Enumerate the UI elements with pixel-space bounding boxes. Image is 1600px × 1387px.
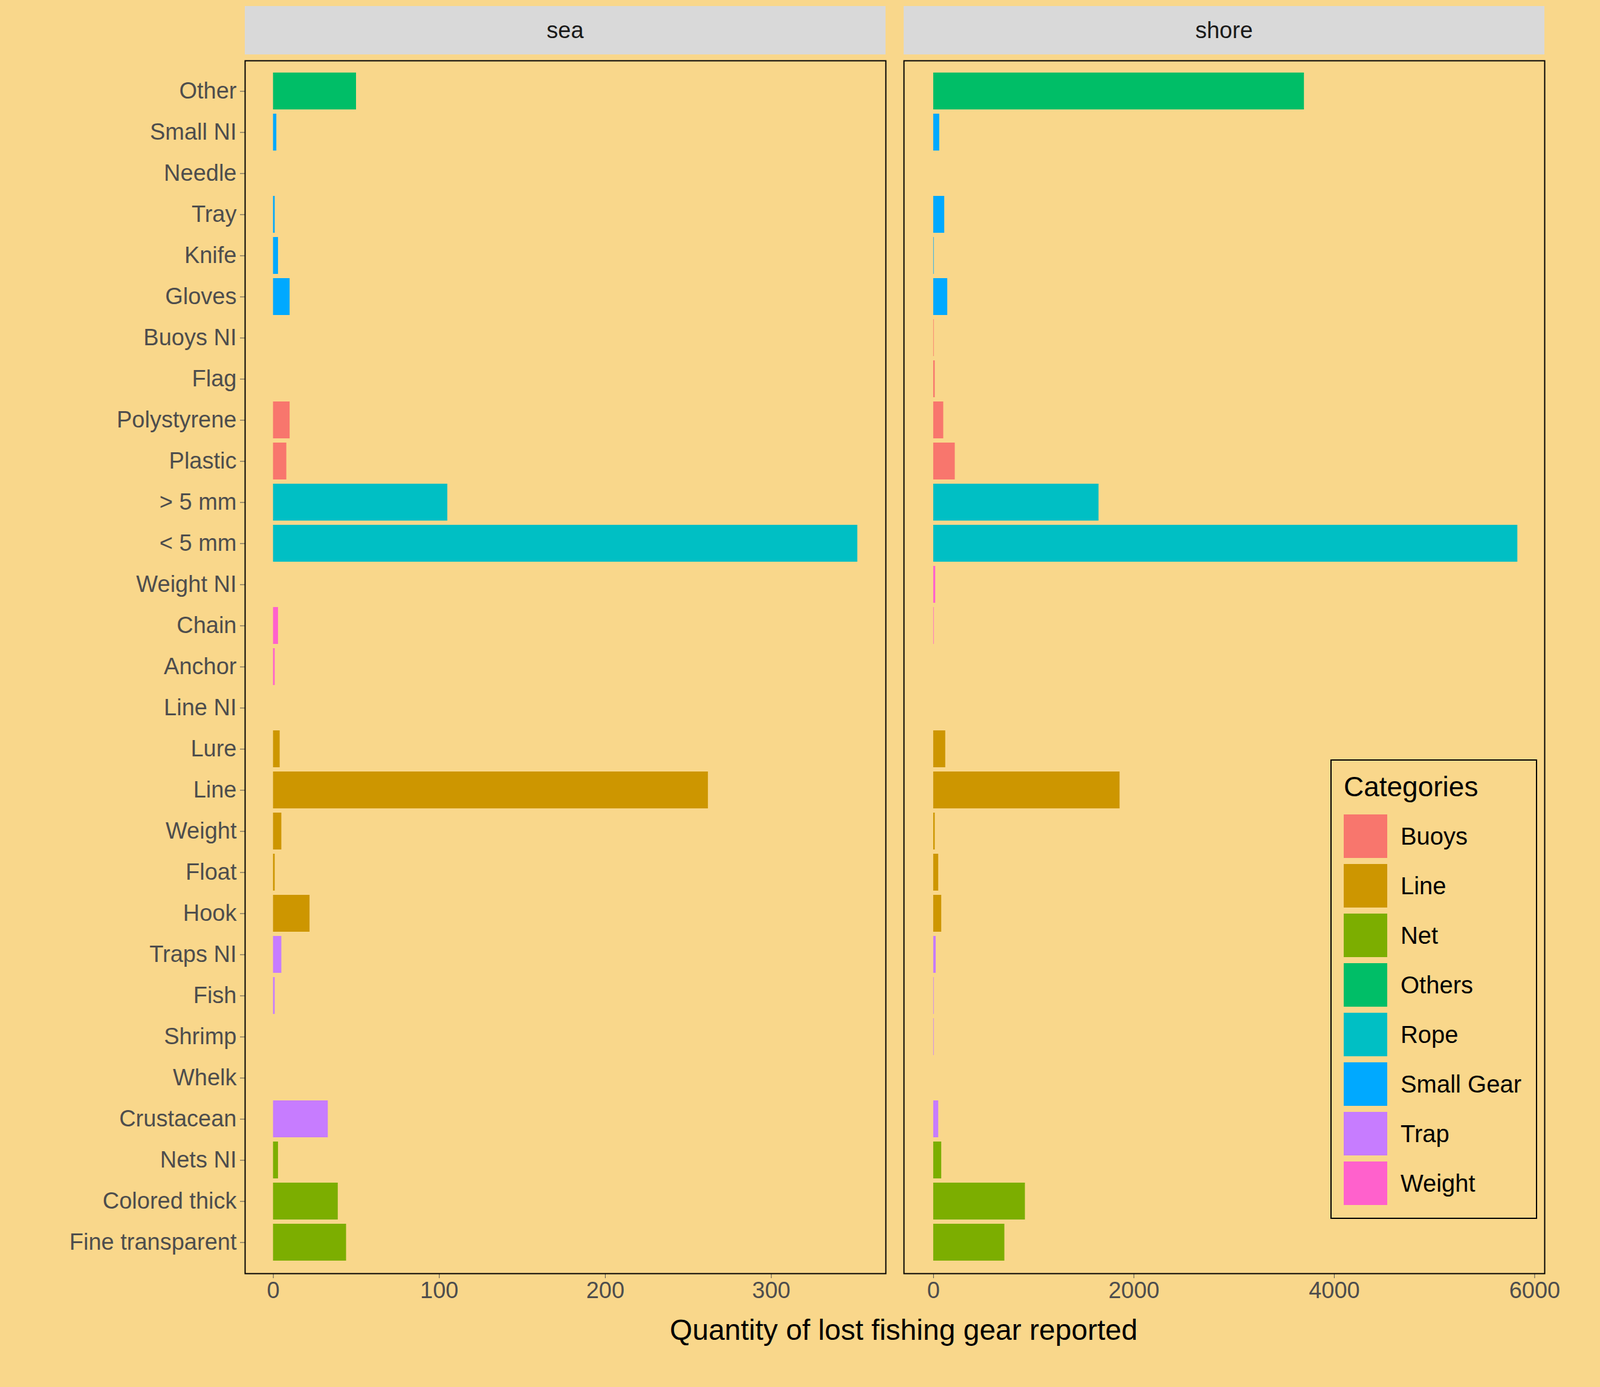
svg-text:Nets NI: Nets NI	[160, 1146, 237, 1173]
html-text:Others: Others	[1400, 971, 1474, 998]
svg-text:Shrimp: Shrimp	[163, 1023, 237, 1049]
html-text:Rope: Rope	[1400, 1020, 1459, 1048]
svg-text:0: 0	[927, 1277, 940, 1303]
html-text:Small Gear: Small Gear	[1400, 1070, 1522, 1097]
svg-text:Hook: Hook	[183, 900, 238, 926]
svg-text:Polystyrene: Polystyrene	[116, 406, 237, 433]
html-text:Categories: Categories	[1343, 770, 1479, 803]
svg-text:Knife: Knife	[184, 242, 237, 268]
svg-text:0: 0	[267, 1277, 280, 1303]
svg-text:6000: 6000	[1509, 1277, 1561, 1303]
html-text:Net: Net	[1400, 921, 1439, 949]
svg-text:300: 300	[751, 1277, 791, 1303]
svg-text:2000: 2000	[1108, 1277, 1160, 1303]
html-text:Quantity of lost fishing gear: Quantity of lost fishing gear reported	[669, 1313, 1138, 1346]
svg-text:Gloves: Gloves	[165, 283, 237, 309]
svg-text:100: 100	[420, 1277, 459, 1303]
svg-text:Buoys NI: Buoys NI	[143, 324, 237, 350]
svg-text:Traps NI: Traps NI	[149, 941, 237, 967]
svg-text:Small NI: Small NI	[149, 119, 237, 145]
svg-text:Colored thick: Colored thick	[102, 1187, 238, 1214]
svg-text:200: 200	[586, 1277, 625, 1303]
svg-text:Other: Other	[178, 77, 237, 104]
html-text:shore: shore	[1195, 17, 1253, 43]
svg-text:Fine transparent: Fine transparent	[69, 1228, 237, 1255]
svg-text:4000: 4000	[1308, 1277, 1361, 1303]
html-text:Buoys: Buoys	[1400, 822, 1468, 849]
svg-text:Fish: Fish	[193, 982, 237, 1008]
svg-text:Plastic: Plastic	[169, 447, 237, 474]
svg-text:< 5 mm: < 5 mm	[159, 530, 237, 556]
html-text:sea: sea	[546, 17, 584, 43]
svg-text:Line: Line	[193, 776, 237, 803]
svg-text:Weight: Weight	[165, 817, 237, 844]
svg-text:Float: Float	[185, 858, 237, 885]
html-text:Line: Line	[1400, 871, 1447, 899]
svg-text:> 5 mm: > 5 mm	[159, 489, 237, 515]
svg-text:Flag: Flag	[192, 365, 237, 392]
svg-text:Tray: Tray	[191, 201, 237, 227]
svg-text:Crustacean: Crustacean	[119, 1105, 237, 1131]
svg-text:Line NI: Line NI	[163, 694, 237, 720]
svg-text:Needle: Needle	[163, 160, 237, 186]
html-text:Weight: Weight	[1400, 1169, 1476, 1196]
html-text:Trap: Trap	[1400, 1119, 1450, 1147]
svg-text:Weight NI: Weight NI	[136, 571, 237, 597]
svg-text:Lure: Lure	[190, 735, 237, 762]
svg-text:Whelk: Whelk	[172, 1064, 238, 1090]
svg-text:Chain: Chain	[176, 612, 237, 638]
svg-text:Anchor: Anchor	[163, 653, 237, 679]
